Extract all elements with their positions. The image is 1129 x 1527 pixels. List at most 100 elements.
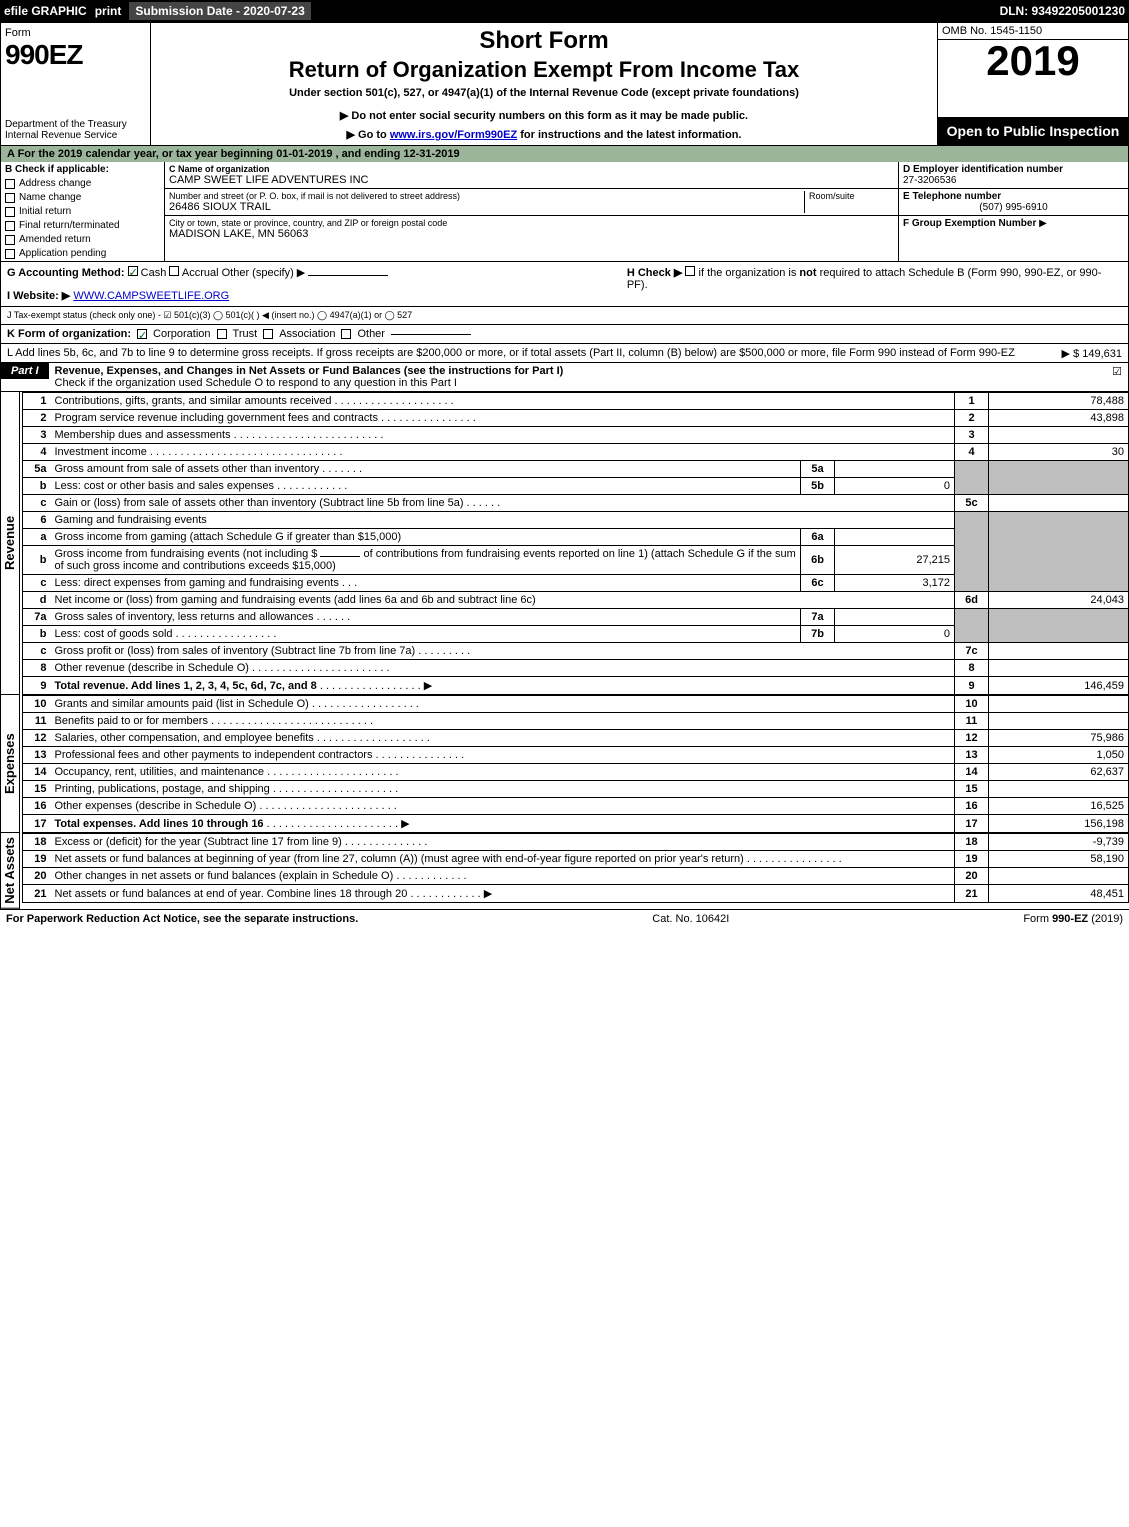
cb-amended[interactable] xyxy=(5,235,15,245)
ln-6: 6 xyxy=(23,512,51,529)
header-left: Form 990EZ Department of the Treasury In… xyxy=(1,23,151,145)
sv-7a xyxy=(835,609,955,626)
ln-6d: d xyxy=(23,592,51,609)
ln-7c: c xyxy=(23,643,51,660)
grey-6 xyxy=(955,512,989,592)
ln-14: 14 xyxy=(23,764,51,781)
cb-pending[interactable] xyxy=(5,249,15,259)
col-11: 11 xyxy=(955,713,989,730)
cb-accrual[interactable] xyxy=(169,266,179,276)
h-pre: H Check ▶ xyxy=(627,267,683,279)
ln-5b: b xyxy=(23,478,51,495)
grey-6v xyxy=(989,512,1129,592)
part1-title: Revenue, Expenses, and Changes in Net As… xyxy=(49,363,1098,391)
col-3: 3 xyxy=(955,427,989,444)
i-label: I Website: ▶ xyxy=(7,290,70,302)
fill-6b[interactable] xyxy=(320,556,360,557)
desc-12: Salaries, other compensation, and employ… xyxy=(55,732,314,744)
k-label: K Form of organization: xyxy=(7,328,131,340)
grey-7 xyxy=(955,609,989,643)
val-14: 62,637 xyxy=(989,764,1129,781)
desc-18: Excess or (deficit) for the year (Subtra… xyxy=(55,836,342,848)
ln-7b: b xyxy=(23,626,51,643)
val-3 xyxy=(989,427,1129,444)
footer-form: 990-EZ xyxy=(1052,913,1088,925)
sv-6b: 27,215 xyxy=(835,546,955,575)
desc-5b: Less: cost or other basis and sales expe… xyxy=(55,480,275,492)
val-11 xyxy=(989,713,1129,730)
val-8 xyxy=(989,660,1129,677)
val-18: -9,739 xyxy=(989,834,1129,851)
line-l: L Add lines 5b, 6c, and 7b to line 9 to … xyxy=(0,344,1129,363)
cb-other-org[interactable] xyxy=(341,329,351,339)
ln-8: 8 xyxy=(23,660,51,677)
sl-7b: 7b xyxy=(801,626,835,643)
arrow-17: ▶ xyxy=(401,818,409,830)
col-21: 21 xyxy=(955,885,989,903)
org-address: 26486 SIOUX TRAIL xyxy=(169,201,804,213)
footer-cat: Cat. No. 10642I xyxy=(652,913,729,925)
ln-4: 4 xyxy=(23,444,51,461)
org-name: CAMP SWEET LIFE ADVENTURES INC xyxy=(169,174,894,186)
part1-header: Part I Revenue, Expenses, and Changes in… xyxy=(0,363,1129,392)
opt-pending: Application pending xyxy=(19,248,106,259)
opt-final: Final return/terminated xyxy=(19,220,120,231)
irs-link[interactable]: www.irs.gov/Form990EZ xyxy=(390,129,517,141)
ln-11: 11 xyxy=(23,713,51,730)
other-org-fill[interactable] xyxy=(391,334,471,335)
sl-6c: 6c xyxy=(801,575,835,592)
dept-treasury: Department of the Treasury xyxy=(5,119,146,130)
cb-corp[interactable] xyxy=(137,329,147,339)
tax-year: 2019 xyxy=(938,40,1128,82)
part1-check[interactable]: ☑ xyxy=(1098,363,1128,380)
f-grp-arrow: ▶ xyxy=(1039,218,1047,229)
goto-post: for instructions and the latest informat… xyxy=(517,129,741,141)
sv-7b: 0 xyxy=(835,626,955,643)
col-9: 9 xyxy=(955,677,989,695)
desc-19: Net assets or fund balances at beginning… xyxy=(55,853,744,865)
cb-assoc[interactable] xyxy=(263,329,273,339)
h-post1: if the organization is xyxy=(699,267,800,279)
val-6d: 24,043 xyxy=(989,592,1129,609)
ln-10: 10 xyxy=(23,696,51,713)
dln-label: DLN: 93492205001230 xyxy=(1000,4,1125,18)
line-i: I Website: ▶ WWW.CAMPSWEETLIFE.ORG xyxy=(7,289,615,302)
line-gh: G Accounting Method: Cash Accrual Other … xyxy=(0,262,1129,307)
irs-label: Internal Revenue Service xyxy=(5,130,146,141)
cb-cash[interactable] xyxy=(128,266,138,276)
cb-schedule-b[interactable] xyxy=(685,266,695,276)
cb-final[interactable] xyxy=(5,221,15,231)
ln-7a: 7a xyxy=(23,609,51,626)
sl-5b: 5b xyxy=(801,478,835,495)
ln-12: 12 xyxy=(23,730,51,747)
val-19: 58,190 xyxy=(989,851,1129,868)
val-16: 16,525 xyxy=(989,798,1129,815)
col-13: 13 xyxy=(955,747,989,764)
expenses-table: 10Grants and similar amounts paid (list … xyxy=(22,695,1129,833)
cb-address-change[interactable] xyxy=(5,179,15,189)
desc-5c: Gain or (loss) from sale of assets other… xyxy=(55,497,464,509)
line-h: H Check ▶ if the organization is not req… xyxy=(621,262,1128,306)
col-10: 10 xyxy=(955,696,989,713)
d-label: D Employer identification number xyxy=(903,164,1124,175)
col-5c: 5c xyxy=(955,495,989,512)
opt-name: Name change xyxy=(19,192,81,203)
cb-initial[interactable] xyxy=(5,207,15,217)
col-2: 2 xyxy=(955,410,989,427)
desc-20: Other changes in net assets or fund bala… xyxy=(55,870,394,882)
cb-trust[interactable] xyxy=(217,329,227,339)
form-header: Form 990EZ Department of the Treasury In… xyxy=(0,22,1129,146)
f-grp-label: F Group Exemption Number xyxy=(903,218,1036,229)
e-tel-label: E Telephone number xyxy=(903,191,1124,202)
website-link[interactable]: WWW.CAMPSWEETLIFE.ORG xyxy=(73,290,229,302)
val-10 xyxy=(989,696,1129,713)
other-fill[interactable] xyxy=(308,275,388,276)
box-b-title: B Check if applicable: xyxy=(5,164,160,175)
cb-name-change[interactable] xyxy=(5,193,15,203)
print-link[interactable]: print xyxy=(95,4,122,18)
ln-21: 21 xyxy=(23,885,51,903)
col-15: 15 xyxy=(955,781,989,798)
col-17: 17 xyxy=(955,815,989,833)
revenue-table: 1Contributions, gifts, grants, and simil… xyxy=(22,392,1129,695)
col-12: 12 xyxy=(955,730,989,747)
